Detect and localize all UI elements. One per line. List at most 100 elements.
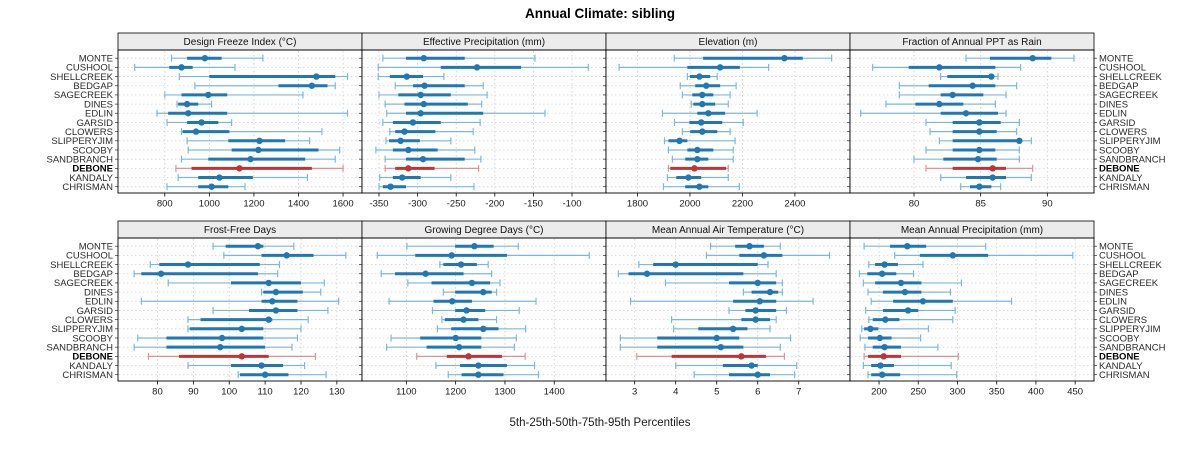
median-dot — [699, 91, 706, 99]
median-dot — [698, 119, 705, 126]
median-dot — [398, 174, 406, 181]
median-dot — [989, 165, 996, 172]
median-dot — [699, 100, 706, 108]
median-dot — [480, 325, 487, 333]
median-dot — [254, 243, 262, 250]
station-label-left: SLIPPERYJIM — [51, 136, 113, 147]
panel-strip-title: Mean Annual Air Temperature (°C) — [652, 225, 804, 236]
x-tick-label: 1000 — [199, 199, 220, 210]
median-dot — [457, 261, 465, 268]
median-dot — [756, 298, 763, 305]
x-tick-label: -250 — [447, 199, 466, 210]
station-label-right: SLIPPERYJIM — [1099, 324, 1161, 335]
x-tick-label: 200 — [871, 387, 887, 398]
station-label-right: CLOWERS — [1099, 127, 1147, 138]
median-dot — [201, 55, 209, 62]
median-dot — [748, 362, 755, 369]
median-dot — [752, 316, 759, 323]
station-label-left: CUSHOOL — [66, 63, 113, 74]
median-dot — [672, 261, 679, 268]
median-dot — [387, 183, 394, 190]
station-label-right: SLIPPERYJIM — [1099, 136, 1161, 147]
station-label-left: DEBONE — [72, 352, 113, 363]
median-dot — [962, 110, 970, 117]
median-dot — [401, 128, 408, 135]
panel-fraction-of-annual-ppt-as-rain: Fraction of Annual PPT as Rain 80 85 90 — [847, 32, 1097, 210]
median-dot — [417, 91, 424, 99]
station-label-right: MONTE — [1099, 54, 1133, 65]
station-label-right: SAGECREEK — [1099, 278, 1159, 289]
median-dot — [904, 243, 911, 250]
median-dot — [949, 91, 956, 99]
median-dot — [184, 110, 192, 117]
median-dot — [717, 343, 725, 351]
median-dot — [643, 270, 651, 277]
median-dot — [255, 146, 262, 154]
station-label-right: KANDALY — [1099, 173, 1143, 184]
station-label-right: SANDBRANCH — [1099, 154, 1166, 165]
median-dot — [420, 55, 427, 62]
station-label-left: SHELLCREEK — [50, 72, 113, 83]
station-label-left: DEBONE — [72, 164, 113, 175]
chart-title: Annual Climate: sibling — [524, 6, 675, 21]
x-tick-label: 1400 — [288, 199, 309, 210]
x-tick-label: 6 — [755, 387, 760, 398]
median-dot — [468, 279, 476, 287]
panel-design-freeze-index-c: Design Freeze Index (°C) 800 1000 1200 1400 1… — [115, 32, 365, 210]
median-dot — [256, 137, 263, 145]
station-label-right: GARSID — [1099, 306, 1136, 317]
panel-background — [118, 238, 362, 381]
median-dot — [936, 64, 943, 71]
median-dot — [699, 128, 706, 135]
median-dot — [760, 252, 768, 259]
median-dot — [475, 371, 482, 378]
median-dot — [867, 325, 874, 333]
station-label-left: SAGECREEK — [54, 278, 114, 289]
median-dot — [422, 270, 429, 277]
median-dot — [878, 371, 886, 378]
x-tick-label: 110 — [258, 387, 273, 398]
panel-border — [849, 49, 1095, 194]
x-tick-label: 350 — [989, 387, 1005, 398]
median-dot — [766, 288, 774, 296]
x-tick-label: 80 — [152, 387, 163, 398]
panel-strip-title: Elevation (m) — [699, 37, 758, 48]
median-dot — [419, 155, 427, 163]
median-dot — [236, 165, 243, 172]
station-label-left: MONTE — [79, 54, 113, 65]
station-label-right: DEBONE — [1099, 164, 1140, 175]
x-tick-label: 300 — [950, 387, 966, 398]
median-dot — [183, 100, 191, 108]
station-label-right: DEBONE — [1099, 352, 1140, 363]
station-label-right: CHRISMAN — [1099, 182, 1150, 193]
station-label-right: CUSHOOL — [1099, 251, 1146, 262]
x-tick-label: -150 — [524, 199, 543, 210]
x-tick-label: -300 — [408, 199, 427, 210]
median-dot — [781, 55, 788, 62]
median-dot — [421, 82, 428, 89]
x-tick-label: 1600 — [332, 199, 353, 210]
station-label-left: SANDBRANCH — [46, 342, 113, 353]
median-dot — [713, 334, 720, 342]
x-tick-label: 1100 — [396, 387, 416, 398]
median-dot — [198, 119, 205, 126]
x-tick-label: 3 — [632, 387, 637, 398]
median-dot — [716, 64, 724, 71]
x-tick-label: 4 — [673, 387, 678, 398]
median-dot — [205, 91, 212, 99]
x-tick-label: -200 — [485, 199, 504, 210]
median-dot — [471, 243, 478, 250]
station-label-left: SAGECREEK — [54, 90, 114, 101]
station-label-left: MONTE — [79, 242, 113, 253]
station-label-right: DINES — [1099, 287, 1128, 298]
median-dot — [988, 73, 995, 80]
panel-background — [606, 238, 850, 381]
median-dot — [877, 362, 884, 369]
median-dot — [881, 343, 888, 351]
x-tick-label: 80 — [909, 199, 920, 210]
station-label-right: BEDGAP — [1099, 81, 1139, 92]
station-label-right: BEDGAP — [1099, 269, 1139, 280]
station-label-left: CLOWERS — [65, 127, 113, 138]
